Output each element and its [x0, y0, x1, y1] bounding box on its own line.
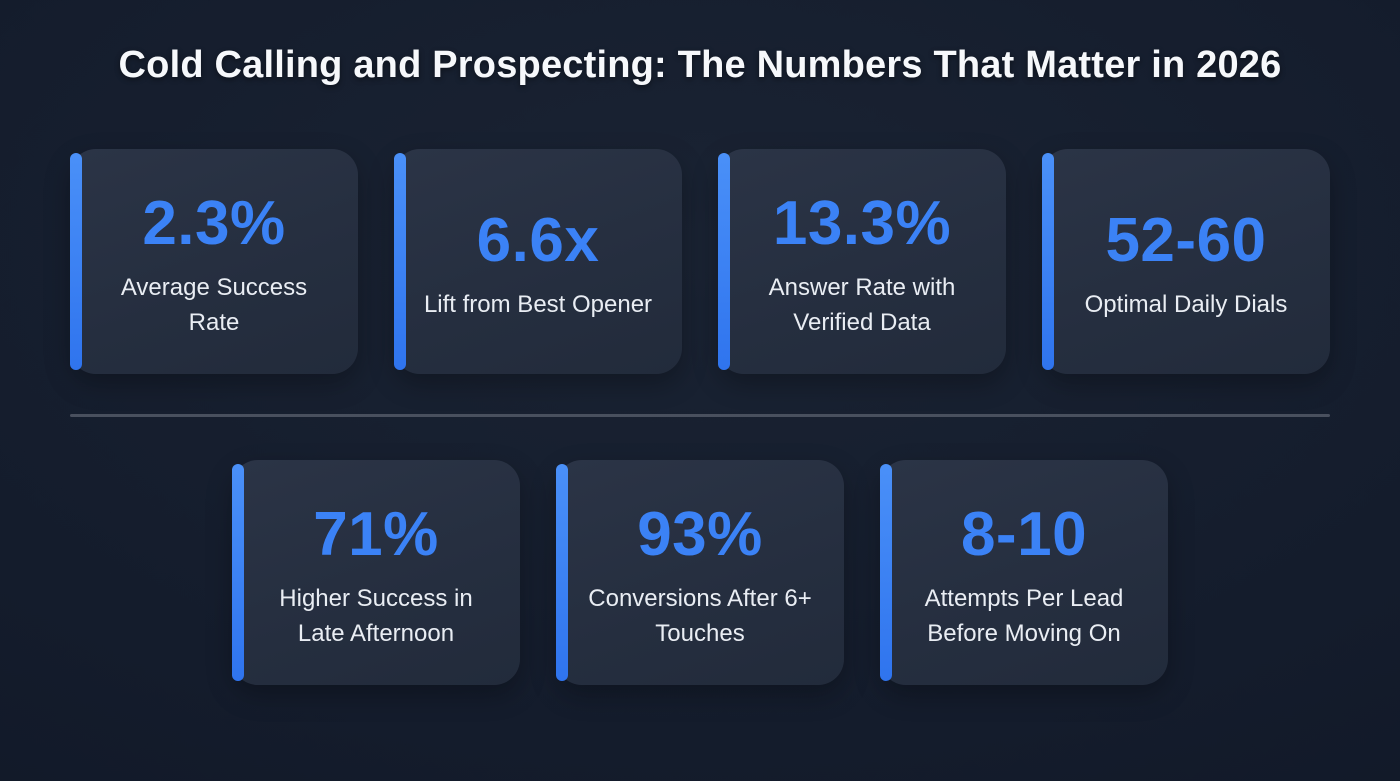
stat-card-lift-best-opener: 6.6x Lift from Best Opener	[394, 149, 682, 374]
card-accent-bar	[556, 464, 568, 681]
stat-card-higher-success-late-afternoon: 71% Higher Success in Late Afternoon	[232, 460, 520, 685]
card-accent-bar	[232, 464, 244, 681]
card-accent-bar	[70, 153, 82, 370]
stat-label: Optimal Daily Dials	[1084, 291, 1288, 319]
stat-value: 2.3%	[142, 189, 286, 259]
card-accent-bar	[1042, 153, 1054, 370]
stats-row-1: 2.3% Average Success Rate 6.6x Lift from…	[0, 149, 1400, 374]
stat-label: Lift from Best Opener	[423, 291, 653, 319]
card-accent-bar	[718, 153, 730, 370]
stat-card-conversions-after-touches: 93% Conversions After 6+ Touches	[556, 460, 844, 685]
page-title: Cold Calling and Prospecting: The Number…	[118, 44, 1282, 86]
stat-card-attempts-per-lead: 8-10 Attempts Per Lead Before Moving On	[880, 460, 1168, 685]
card-accent-bar	[394, 153, 406, 370]
stat-label: Average Success Rate	[120, 274, 308, 336]
stat-card-optimal-daily-dials: 52-60 Optimal Daily Dials	[1042, 149, 1330, 374]
stat-value: 93%	[637, 500, 763, 570]
stat-value: 6.6x	[476, 206, 600, 276]
stat-value: 8-10	[960, 500, 1088, 570]
stat-label: Answer Rate with Verified Data	[768, 274, 956, 336]
stat-value: 71%	[313, 500, 439, 570]
stat-label: Conversions After 6+ Touches	[588, 585, 812, 647]
card-accent-bar	[880, 464, 892, 681]
stat-value: 52-60	[1105, 206, 1267, 276]
section-divider	[70, 414, 1330, 417]
stat-label: Higher Success in Late Afternoon	[279, 585, 473, 647]
stat-card-average-success-rate: 2.3% Average Success Rate	[70, 149, 358, 374]
stat-label: Attempts Per Lead Before Moving On	[924, 585, 1124, 647]
stats-row-2: 71% Higher Success in Late Afternoon 93%…	[0, 460, 1400, 685]
stat-card-answer-rate-verified-data: 13.3% Answer Rate with Verified Data	[718, 149, 1006, 374]
stat-value: 13.3%	[772, 189, 952, 259]
